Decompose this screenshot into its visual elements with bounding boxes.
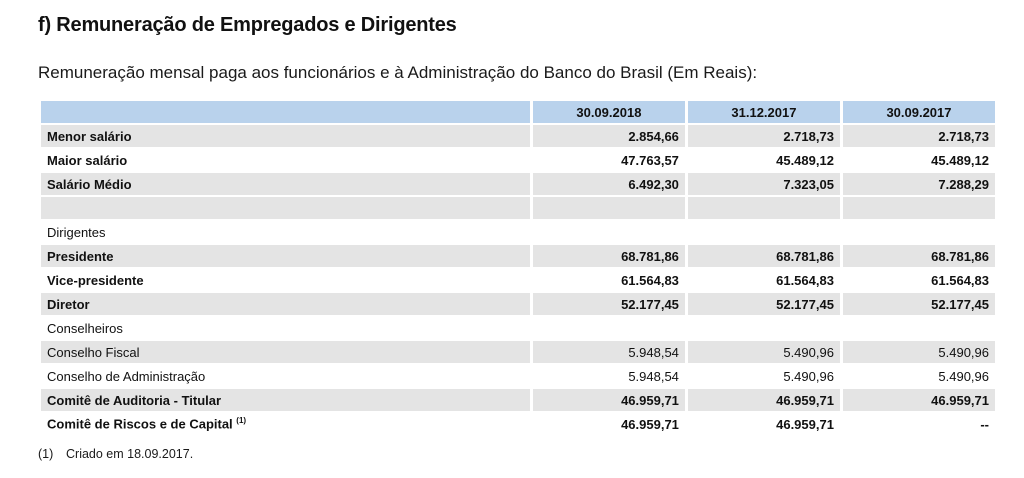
header-blank-cell [41, 101, 530, 123]
table-cell: 52.177,45 [532, 293, 685, 315]
section-label: Dirigentes [41, 221, 530, 243]
row-label-text: Comitê de Riscos e de Capital [47, 416, 233, 432]
table-cell: 2.718,73 [842, 125, 995, 147]
table-cell: 7.323,05 [687, 173, 840, 195]
table-cell: 46.959,71 [532, 389, 685, 411]
table-cell: 61.564,83 [687, 269, 840, 291]
row-label [41, 197, 530, 219]
row-label: Maior salário [41, 149, 530, 171]
table-row: Conselho de Administração 5.948,54 5.490… [41, 365, 995, 387]
table-cell: 5.948,54 [532, 365, 685, 387]
row-label: Menor salário [41, 125, 530, 147]
table-cell: 5.948,54 [532, 341, 685, 363]
table-cell: 61.564,83 [842, 269, 995, 291]
section-label: Conselheiros [41, 317, 530, 339]
table-cell: 5.490,96 [842, 365, 995, 387]
table-cell: 52.177,45 [687, 293, 840, 315]
table-cell: 52.177,45 [842, 293, 995, 315]
table-row: Diretor 52.177,45 52.177,45 52.177,45 [41, 293, 995, 315]
table-cell [842, 221, 995, 243]
table-cell: -- [842, 413, 995, 435]
table-cell: 2.718,73 [687, 125, 840, 147]
table-header-row: 30.09.2018 31.12.2017 30.09.2017 [41, 101, 995, 123]
table-row: Menor salário 2.854,66 2.718,73 2.718,73 [41, 125, 995, 147]
table-cell [687, 221, 840, 243]
table-cell: 45.489,12 [687, 149, 840, 171]
table-cell: 5.490,96 [687, 365, 840, 387]
table-row: Conselho Fiscal 5.948,54 5.490,96 5.490,… [41, 341, 995, 363]
table-section-row: Conselheiros [41, 317, 995, 339]
table-cell [842, 197, 995, 219]
column-header: 30.09.2018 [532, 101, 685, 123]
table-section-row: Dirigentes [41, 221, 995, 243]
table-row: Salário Médio 6.492,30 7.323,05 7.288,29 [41, 173, 995, 195]
row-label: Vice-presidente [41, 269, 530, 291]
row-label: Conselho de Administração [41, 365, 530, 387]
table-cell: 47.763,57 [532, 149, 685, 171]
table-cell: 6.492,30 [532, 173, 685, 195]
table-spacer-row [41, 197, 995, 219]
footnote-text: Criado em 18.09.2017. [66, 447, 194, 461]
section-title: f) Remuneração de Empregados e Dirigente… [38, 14, 457, 36]
table-cell: 61.564,83 [532, 269, 685, 291]
table-cell: 45.489,12 [842, 149, 995, 171]
footnote-marker: (1) [236, 416, 247, 426]
table-cell: 5.490,96 [687, 341, 840, 363]
column-header: 30.09.2017 [842, 101, 995, 123]
table-row: Comitê de Riscos e de Capital (1) 46.959… [41, 413, 995, 435]
row-label: Conselho Fiscal [41, 341, 530, 363]
footnote: (1) Criado em 18.09.2017. [38, 447, 193, 461]
table-row: Comitê de Auditoria - Titular 46.959,71 … [41, 389, 995, 411]
table-cell: 68.781,86 [532, 245, 685, 267]
table-row: Maior salário 47.763,57 45.489,12 45.489… [41, 149, 995, 171]
table-cell: 2.854,66 [532, 125, 685, 147]
table-cell: 68.781,86 [842, 245, 995, 267]
table-cell [532, 197, 685, 219]
table-cell: 46.959,71 [842, 389, 995, 411]
row-label: Diretor [41, 293, 530, 315]
table-cell: 68.781,86 [687, 245, 840, 267]
table-cell: 46.959,71 [687, 413, 840, 435]
table-row: Presidente 68.781,86 68.781,86 68.781,86 [41, 245, 995, 267]
table-cell [532, 317, 685, 339]
table-cell: 46.959,71 [687, 389, 840, 411]
row-label: Presidente [41, 245, 530, 267]
remuneration-table: 30.09.2018 31.12.2017 30.09.2017 Menor s… [38, 99, 998, 437]
table-row: Vice-presidente 61.564,83 61.564,83 61.5… [41, 269, 995, 291]
table-cell [532, 221, 685, 243]
row-label: Comitê de Auditoria - Titular [41, 389, 530, 411]
table-cell [687, 197, 840, 219]
table-cell: 46.959,71 [532, 413, 685, 435]
column-header: 31.12.2017 [687, 101, 840, 123]
table-cell [842, 317, 995, 339]
table-caption: Remuneração mensal paga aos funcionários… [38, 63, 758, 82]
row-label: Comitê de Riscos e de Capital (1) [41, 413, 530, 435]
row-label: Salário Médio [41, 173, 530, 195]
table-cell: 7.288,29 [842, 173, 995, 195]
footnote-number: (1) [38, 447, 54, 461]
table-cell [687, 317, 840, 339]
table-cell: 5.490,96 [842, 341, 995, 363]
